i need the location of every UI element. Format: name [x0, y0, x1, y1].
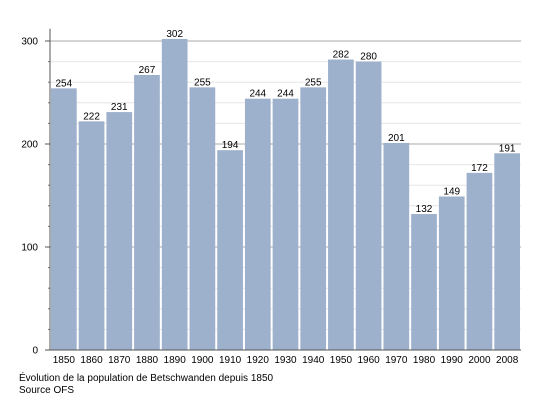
x-tick-label: 1910: [219, 355, 242, 366]
bar-1890: [161, 38, 188, 350]
bar-1900: [189, 87, 216, 350]
y-tick-label: 0: [32, 346, 38, 357]
data-label: 282: [333, 50, 350, 61]
bar-1850: [51, 88, 77, 350]
bar-1960: [355, 61, 382, 350]
data-labels: 254 222 231 267 302 255 194 244 244 255 282 280 201 1…: [56, 29, 516, 215]
x-tick-label: 1880: [136, 355, 159, 366]
bar-1980: [411, 214, 437, 350]
x-tick-label: 1990: [441, 355, 464, 366]
bar-2008: [494, 153, 520, 350]
data-label: 231: [111, 102, 128, 113]
bar-1910: [217, 150, 243, 350]
data-label: 201: [388, 133, 405, 144]
data-label: 255: [194, 77, 211, 88]
bar-1860: [78, 121, 105, 350]
x-tick-label: 1950: [330, 355, 353, 366]
bar-1990: [438, 196, 465, 350]
bar-1920: [244, 98, 271, 351]
x-tick-label: 2000: [468, 355, 491, 366]
y-tick-label: 300: [21, 37, 38, 48]
x-tick-label: 1960: [357, 355, 380, 366]
data-label: 244: [277, 89, 294, 100]
data-label: 280: [360, 52, 377, 63]
data-label: 254: [56, 78, 73, 89]
x-tick-label: 1920: [247, 355, 270, 366]
y-tick-label: 200: [21, 140, 38, 151]
data-label: 244: [249, 89, 266, 100]
data-label: 255: [305, 77, 322, 88]
bar-1870: [106, 112, 133, 350]
x-tick-label: 1930: [274, 355, 297, 366]
x-tick-label: 2008: [496, 355, 519, 366]
data-label: 149: [443, 187, 460, 198]
bar-2000: [466, 172, 493, 350]
bar-1930: [272, 98, 299, 351]
x-tick-label: 1900: [191, 355, 214, 366]
data-label: 191: [499, 143, 516, 154]
x-tick-label: 1970: [385, 355, 408, 366]
axes: 0 100 200 300 1850 1860 1870 1880 1890 1900 1910 19…: [21, 28, 521, 366]
data-label: 267: [139, 65, 156, 76]
bars: [51, 38, 520, 351]
data-label: 302: [166, 29, 183, 40]
chart-source: Source OFS: [19, 385, 75, 396]
bar-1940: [300, 87, 327, 350]
bar-1880: [134, 74, 160, 351]
data-label: 132: [416, 204, 433, 215]
x-tick-label: 1940: [302, 355, 325, 366]
bar-1950: [328, 59, 354, 350]
data-label: 194: [222, 140, 239, 151]
x-tick-label: 1850: [53, 355, 76, 366]
bar-1970: [383, 142, 410, 350]
data-label: 172: [471, 163, 488, 174]
x-tick-label: 1860: [80, 355, 103, 366]
chart-caption: Évolution de la population de Betschwand…: [19, 373, 274, 384]
data-label: 222: [83, 111, 100, 122]
x-tick-label: 1870: [108, 355, 131, 366]
x-tick-label: 1890: [164, 355, 187, 366]
x-tick-label: 1980: [413, 355, 436, 366]
y-tick-label: 100: [21, 243, 38, 254]
